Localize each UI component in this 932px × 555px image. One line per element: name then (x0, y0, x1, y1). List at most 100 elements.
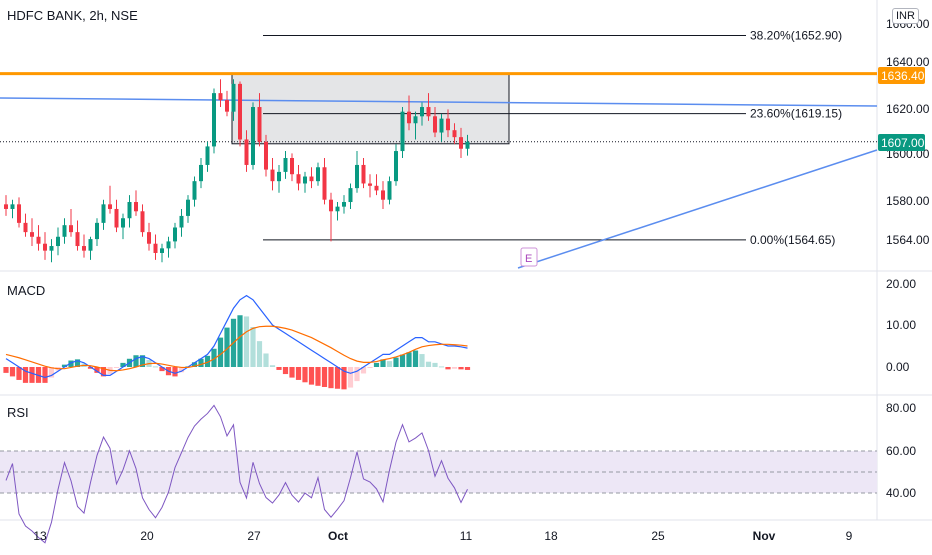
macd-histogram-bar (120, 362, 126, 367)
candle (160, 248, 164, 253)
macd-histogram-bar (282, 367, 289, 375)
fib-label: 23.60%(1619.15) (750, 107, 842, 121)
candle (368, 183, 372, 186)
macd-histogram-bar (386, 361, 393, 367)
price-tick-label: 1580.00 (886, 194, 930, 208)
currency-badge[interactable]: INR (892, 8, 919, 24)
candle (283, 158, 288, 172)
macd-histogram-bar (276, 367, 282, 370)
rsi-line (5, 404, 468, 544)
macd-histogram-bar (224, 327, 230, 367)
candle (56, 236, 60, 247)
macd-histogram-bar (347, 367, 354, 388)
candle (335, 206, 340, 212)
macd-histogram-bar (100, 367, 107, 377)
event-marker-label: E (525, 253, 532, 265)
candle (30, 232, 34, 237)
macd-histogram-bar (263, 353, 269, 367)
candle (43, 243, 47, 251)
candle (10, 204, 15, 209)
macd-histogram-bar (367, 367, 373, 368)
candle (322, 167, 327, 200)
signal-line (5, 325, 468, 372)
x-axis-label: 27 (247, 529, 261, 543)
candle (342, 202, 346, 207)
candle (75, 232, 80, 247)
candle (394, 151, 398, 182)
candle (407, 111, 411, 124)
candle (62, 225, 67, 237)
candle (420, 107, 424, 117)
macd-histogram-bar (211, 348, 217, 367)
macd-histogram-bar (3, 367, 9, 373)
price-tick-label: 1564.00 (886, 233, 930, 247)
macd-histogram-bar (360, 367, 367, 374)
macd-histogram-bar (438, 366, 445, 368)
candle (108, 204, 112, 209)
macd-histogram-bar (412, 350, 419, 367)
macd-histogram-bar (159, 367, 165, 372)
candle (355, 164, 359, 189)
macd-legend[interactable]: MACD (7, 283, 46, 298)
macd-histogram-bar (328, 367, 334, 389)
macd-histogram-bar (373, 362, 380, 367)
macd-histogram-bar (113, 367, 120, 368)
rsi-tick-label: 60.00 (886, 444, 916, 458)
macd-histogram-bar (87, 367, 94, 369)
x-axis-label: 25 (651, 529, 665, 543)
x-axis-label: Oct (328, 529, 348, 543)
resistance-price-text: 1636.40 (881, 69, 925, 83)
macd-histogram-bar (295, 367, 302, 380)
candle (23, 222, 28, 233)
macd-histogram-bar (61, 364, 68, 367)
candle (212, 93, 216, 147)
macd-histogram-bar (16, 367, 22, 380)
macd-histogram-bar (237, 315, 243, 367)
macd-histogram-bar (204, 355, 211, 367)
x-axis-label: Nov (753, 529, 776, 543)
macd-histogram-bar (9, 367, 16, 377)
candle (303, 176, 307, 184)
candle (238, 83, 242, 140)
range-box (231, 73, 510, 145)
macd-histogram-bar (48, 367, 55, 378)
macd-histogram-bar (399, 354, 406, 367)
candle (199, 164, 203, 182)
candle (381, 190, 385, 200)
macd-histogram-bar (354, 367, 360, 382)
candle (179, 215, 184, 228)
macd-histogram-bar (139, 355, 146, 367)
macd-histogram-bar (321, 367, 328, 387)
rsi-tick-label: 80.00 (886, 401, 916, 415)
symbol-legend[interactable]: HDFC BANK, 2h, NSE (7, 8, 138, 23)
macd-histogram-bar (341, 367, 347, 390)
candle (205, 146, 210, 165)
candle (348, 188, 353, 203)
candle (121, 218, 125, 228)
candle (140, 211, 145, 233)
macd-histogram-bar (29, 367, 35, 383)
candle (439, 118, 444, 133)
macd-histogram-bar (393, 357, 399, 367)
macd-histogram-bar (68, 360, 74, 367)
x-axis-label: 9 (846, 529, 853, 543)
candle (257, 107, 262, 142)
macd-histogram-bar (432, 362, 438, 367)
candle (264, 141, 268, 170)
candle (173, 227, 177, 242)
candle (387, 181, 392, 200)
macd-tick-label: 0.00 (886, 360, 910, 374)
macd-histogram-bar (406, 352, 412, 367)
macd-histogram-bar (217, 337, 224, 367)
macd-histogram-bar (302, 367, 308, 383)
candle (452, 130, 457, 138)
candle (459, 137, 463, 149)
macd-histogram-bar (172, 367, 178, 377)
candle (95, 222, 99, 240)
candle (400, 111, 405, 152)
rsi-legend[interactable]: RSI (7, 405, 29, 420)
candle (4, 204, 8, 209)
macd-histogram-bar (94, 367, 100, 373)
